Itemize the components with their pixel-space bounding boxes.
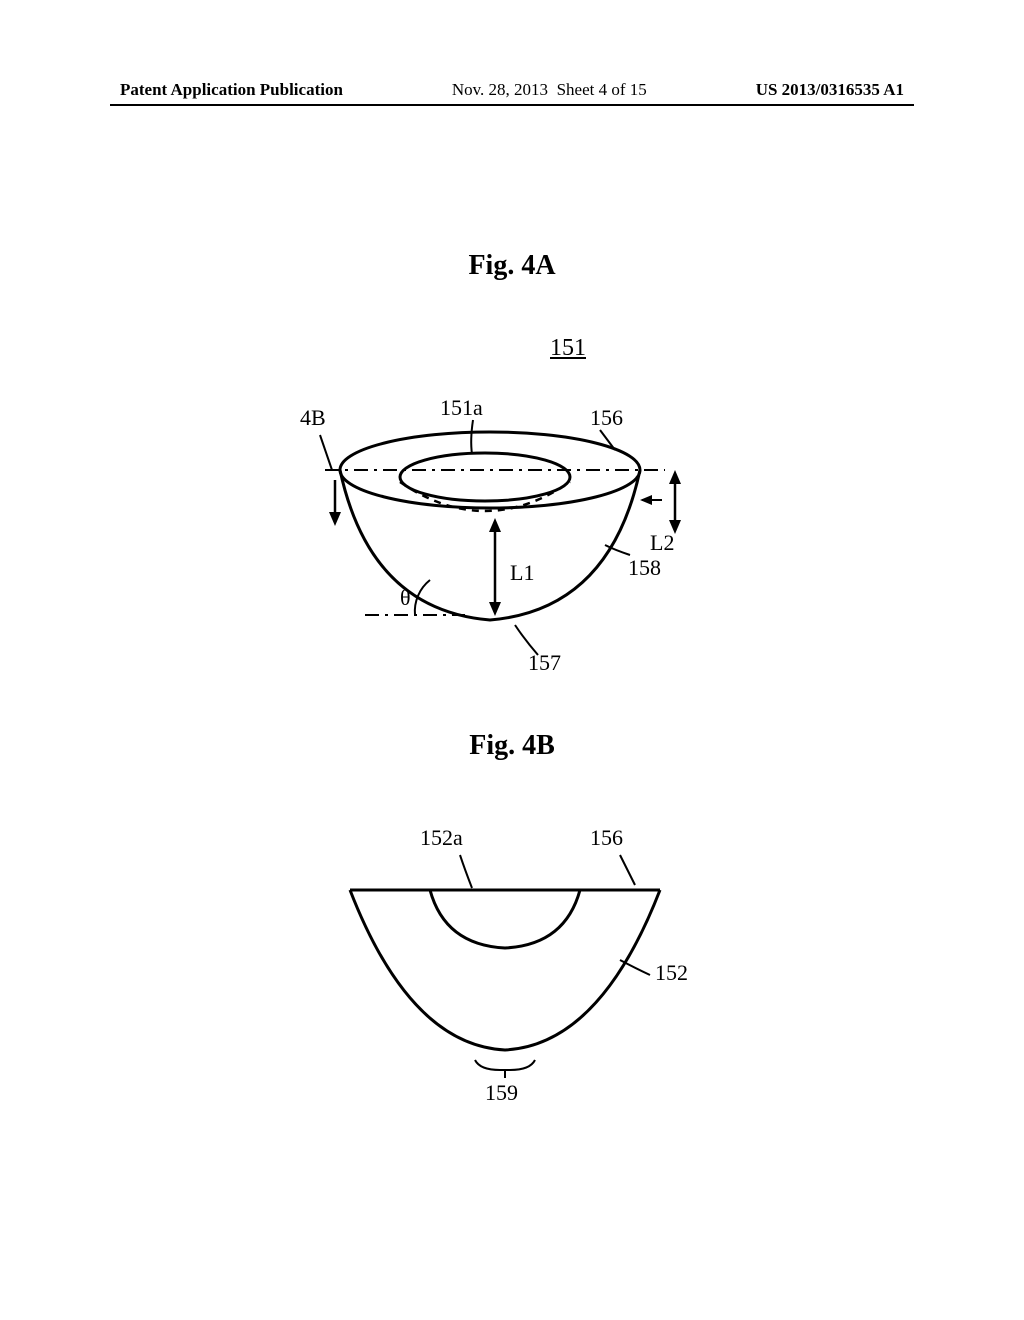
label-151a: 151a [440, 395, 483, 421]
label-152a: 152a [420, 825, 463, 851]
label-152: 152 [655, 960, 688, 986]
label-156-b: 156 [590, 825, 623, 851]
page-header: Patent Application Publication Nov. 28, … [0, 80, 1024, 100]
header-date: Nov. 28, 2013 [452, 80, 548, 99]
fig-4a-title: Fig. 4A [0, 250, 1024, 282]
ref-151: 151 [550, 335, 586, 362]
header-rule [110, 104, 914, 106]
page: Patent Application Publication Nov. 28, … [0, 0, 1024, 1320]
header-pubno: US 2013/0316535 A1 [756, 80, 904, 100]
label-L2: L2 [650, 530, 674, 556]
label-158: 158 [628, 555, 661, 581]
label-159: 159 [485, 1080, 518, 1106]
label-4B: 4B [300, 405, 326, 431]
header-date-sheet: Nov. 28, 2013 Sheet 4 of 15 [452, 80, 647, 100]
fig-4b-title: Fig. 4B [0, 730, 1024, 762]
label-theta: θ [400, 585, 411, 611]
label-156-a: 156 [590, 405, 623, 431]
label-L1: L1 [510, 560, 534, 586]
header-publication: Patent Application Publication [120, 80, 343, 100]
label-157: 157 [528, 650, 561, 676]
header-sheet: Sheet 4 of 15 [557, 80, 647, 99]
